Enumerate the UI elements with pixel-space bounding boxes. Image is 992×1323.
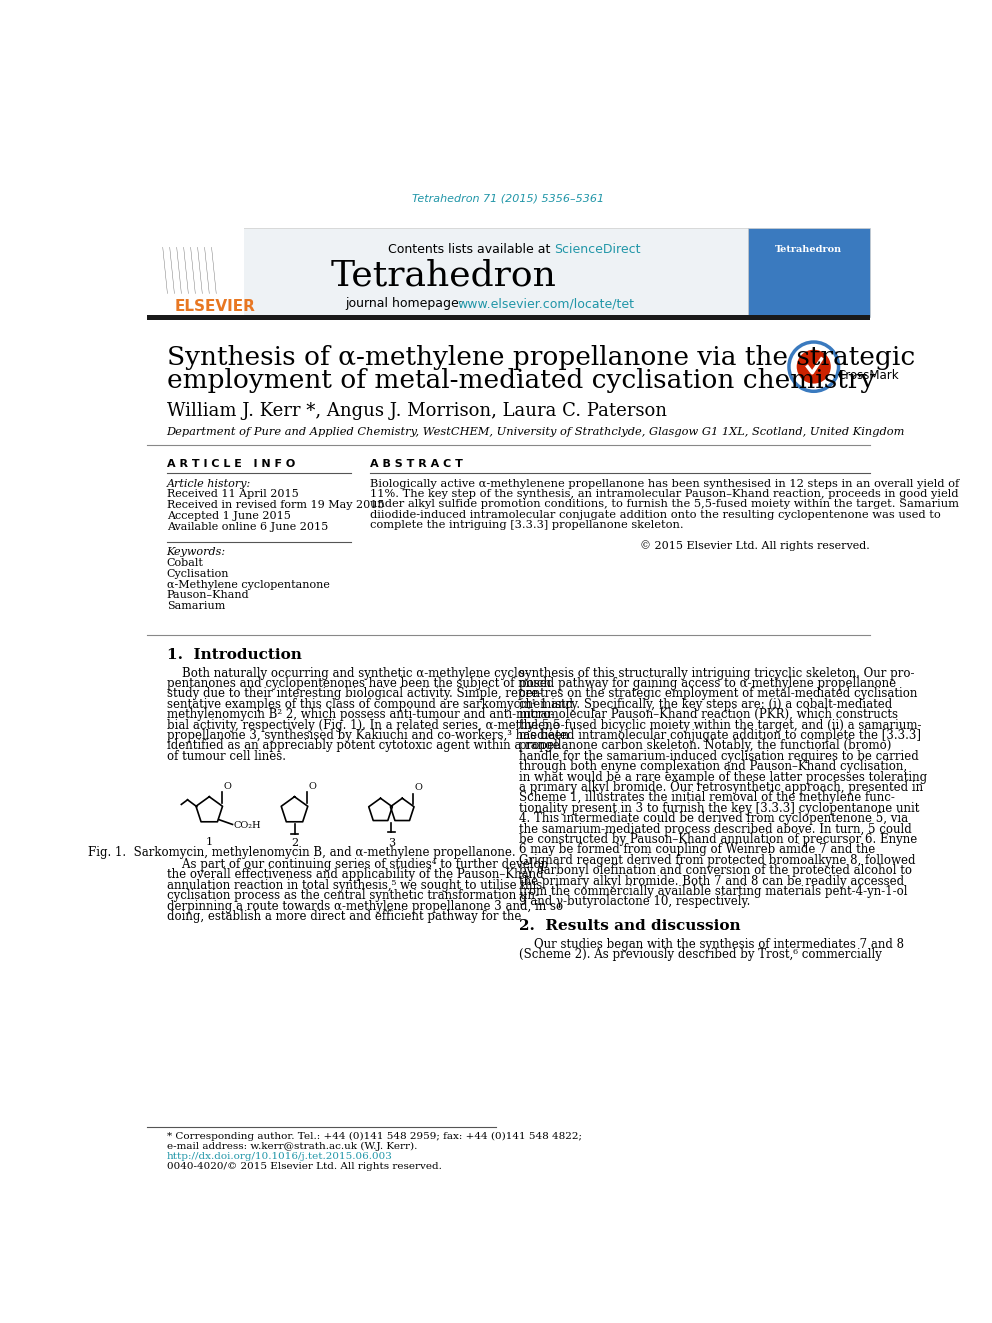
Text: Fig. 1.  Sarkomycin, methylenomycin B, and α-methylene propellanone.: Fig. 1. Sarkomycin, methylenomycin B, an… (88, 847, 516, 860)
Text: Accepted 1 June 2015: Accepted 1 June 2015 (167, 511, 291, 521)
Text: Received in revised form 19 May 2015: Received in revised form 19 May 2015 (167, 500, 384, 511)
Text: e-mail address: w.kerr@strath.ac.uk (W.J. Kerr).: e-mail address: w.kerr@strath.ac.uk (W.J… (167, 1142, 417, 1151)
Text: intramolecular Pauson–Khand reaction (PKR), which constructs: intramolecular Pauson–Khand reaction (PK… (519, 708, 898, 721)
Text: O: O (415, 783, 423, 792)
Text: Cyclisation: Cyclisation (167, 569, 229, 578)
Text: O: O (309, 782, 316, 791)
Text: journal homepage:: journal homepage: (345, 298, 467, 310)
Text: the samarium-mediated process described above. In turn, 5 could: the samarium-mediated process described … (519, 823, 912, 836)
Text: tionality present in 3 to furnish the key [3.3.3] cyclopentanone unit: tionality present in 3 to furnish the ke… (519, 802, 920, 815)
Text: Tetrahedron: Tetrahedron (775, 245, 842, 254)
Text: identified as an appreciably potent cytotoxic agent within a range: identified as an appreciably potent cyto… (167, 740, 559, 753)
Text: employment of metal-mediated cyclisation chemistry: employment of metal-mediated cyclisation… (167, 368, 875, 393)
Bar (147, 228, 244, 316)
Text: Contents lists available at: Contents lists available at (388, 243, 554, 257)
Text: in what would be a rare example of these latter processes tolerating: in what would be a rare example of these… (519, 770, 928, 783)
Text: doing, establish a more direct and efficient pathway for the: doing, establish a more direct and effic… (167, 910, 521, 923)
Text: * Corresponding author. Tel.: +44 (0)141 548 2959; fax: +44 (0)141 548 4822;: * Corresponding author. Tel.: +44 (0)141… (167, 1132, 581, 1142)
Text: Received 11 April 2015: Received 11 April 2015 (167, 490, 299, 500)
Text: synthesis of this structurally intriguing tricyclic skeleton. Our pro-: synthesis of this structurally intriguin… (519, 667, 915, 680)
Text: Department of Pure and Applied Chemistry, WestCHEM, University of Strathclyde, G: Department of Pure and Applied Chemistry… (167, 427, 905, 437)
Text: 1.  Introduction: 1. Introduction (167, 648, 302, 662)
Text: 9 and γ-butyrolactone 10, respectively.: 9 and γ-butyrolactone 10, respectively. (519, 896, 751, 909)
Text: 3: 3 (388, 839, 395, 848)
Text: A R T I C L E   I N F O: A R T I C L E I N F O (167, 459, 295, 468)
Text: mediated intramolecular conjugate addition to complete the [3.3.3]: mediated intramolecular conjugate additi… (519, 729, 922, 742)
Circle shape (789, 343, 838, 392)
Text: cyclisation process as the central synthetic transformation un-: cyclisation process as the central synth… (167, 889, 539, 902)
Text: sentative examples of this class of compound are sarkomycin¹ 1 and: sentative examples of this class of comp… (167, 697, 572, 710)
Text: Available online 6 June 2015: Available online 6 June 2015 (167, 521, 328, 532)
Text: Samarium: Samarium (167, 601, 225, 611)
Text: a primary alkyl bromide. Our retrosynthetic approach, presented in: a primary alkyl bromide. Our retrosynthe… (519, 781, 924, 794)
Text: CO₂H: CO₂H (233, 822, 261, 831)
Text: Tetrahedron 71 (2015) 5356–5361: Tetrahedron 71 (2015) 5356–5361 (413, 193, 604, 204)
Text: 2: 2 (291, 839, 298, 848)
Text: ScienceDirect: ScienceDirect (555, 243, 641, 257)
Bar (147, 228, 748, 316)
Text: 11%. The key step of the synthesis, an intramolecular Pauson–Khand reaction, pro: 11%. The key step of the synthesis, an i… (370, 490, 959, 499)
Text: www.elsevier.com/locate/tet: www.elsevier.com/locate/tet (457, 298, 634, 310)
Text: pentanones and cyclopentenones have been the subject of much: pentanones and cyclopentenones have been… (167, 677, 551, 691)
Text: William J. Kerr *, Angus J. Morrison, Laura C. Paterson: William J. Kerr *, Angus J. Morrison, La… (167, 402, 667, 421)
Text: centres on the strategic employment of metal-mediated cyclisation: centres on the strategic employment of m… (519, 688, 918, 700)
Text: α-Methylene cyclopentanone: α-Methylene cyclopentanone (167, 579, 329, 590)
Text: CrossMark: CrossMark (837, 369, 899, 382)
Text: by carbonyl olefination and conversion of the protected alcohol to: by carbonyl olefination and conversion o… (519, 864, 913, 877)
Text: ELSEVIER: ELSEVIER (175, 299, 255, 314)
Text: 2.  Results and discussion: 2. Results and discussion (519, 919, 741, 933)
Text: Grignard reagent derived from protected bromoalkyne 8, followed: Grignard reagent derived from protected … (519, 853, 916, 867)
Text: As part of our continuing series of studies⁴ to further develop: As part of our continuing series of stud… (167, 857, 548, 871)
Text: study due to their interesting biological activity. Simple, repre-: study due to their interesting biologica… (167, 688, 542, 700)
Text: of tumour cell lines.: of tumour cell lines. (167, 750, 286, 763)
Text: A B S T R A C T: A B S T R A C T (370, 459, 463, 468)
Circle shape (797, 349, 830, 384)
Text: http://dx.doi.org/10.1016/j.tet.2015.06.003: http://dx.doi.org/10.1016/j.tet.2015.06.… (167, 1152, 393, 1162)
Text: 0040-4020/© 2015 Elsevier Ltd. All rights reserved.: 0040-4020/© 2015 Elsevier Ltd. All right… (167, 1162, 441, 1171)
Text: the primary alkyl bromide. Both 7 and 8 can be readily accessed: the primary alkyl bromide. Both 7 and 8 … (519, 875, 905, 888)
Text: Biologically active α-methylenene propellanone has been synthesised in 12 steps : Biologically active α-methylenene propel… (370, 479, 959, 488)
Text: Cobalt: Cobalt (167, 558, 203, 568)
Text: Our studies began with the synthesis of intermediates 7 and 8: Our studies began with the synthesis of … (519, 938, 905, 951)
Text: Pauson–Khand: Pauson–Khand (167, 590, 249, 601)
Text: propellanone 3, synthesised by Kakiuchi and co-workers,³ has been: propellanone 3, synthesised by Kakiuchi … (167, 729, 568, 742)
Bar (147, 315, 870, 320)
Text: Article history:: Article history: (167, 479, 251, 488)
Text: 4. This intermediate could be derived from cyclopentenone 5, via: 4. This intermediate could be derived fr… (519, 812, 909, 826)
Text: be constructed by Pauson–Khand annulation of precursor 6. Enyne: be constructed by Pauson–Khand annulatio… (519, 833, 918, 845)
Text: Scheme 1, illustrates the initial removal of the methylene func-: Scheme 1, illustrates the initial remova… (519, 791, 895, 804)
Text: O: O (223, 782, 231, 791)
Text: annulation reaction in total synthesis,⁵ we sought to utilise this: annulation reaction in total synthesis,⁵… (167, 878, 542, 892)
Text: Both naturally occurring and synthetic α-methylene cyclo-: Both naturally occurring and synthetic α… (167, 667, 529, 680)
Text: from the commercially available starting materials pent-4-yn-1-ol: from the commercially available starting… (519, 885, 908, 898)
Text: (Scheme 2). As previously described by Trost,⁶ commercially: (Scheme 2). As previously described by T… (519, 949, 882, 962)
Text: through both enyne complexation and Pauson–Khand cyclisation,: through both enyne complexation and Paus… (519, 761, 908, 773)
Text: the overall effectiveness and applicability of the Pauson–Khand: the overall effectiveness and applicabil… (167, 868, 544, 881)
Text: bial activity, respectively (Fig. 1). In a related series, α-methylene: bial activity, respectively (Fig. 1). In… (167, 718, 559, 732)
Text: © 2015 Elsevier Ltd. All rights reserved.: © 2015 Elsevier Ltd. All rights reserved… (640, 541, 870, 552)
Text: methylenomycin B² 2, which possess anti-tumour and anti-micro-: methylenomycin B² 2, which possess anti-… (167, 708, 554, 721)
Text: 1: 1 (205, 836, 213, 847)
Bar (157, 246, 214, 296)
Text: Tetrahedron: Tetrahedron (330, 259, 557, 292)
Text: derpinning a route towards α-methylene propellanone 3 and, in so: derpinning a route towards α-methylene p… (167, 900, 562, 913)
Text: 6 may be formed from coupling of Weinreb amide 7 and the: 6 may be formed from coupling of Weinreb… (519, 843, 876, 856)
Text: Keywords:: Keywords: (167, 548, 226, 557)
Text: posed pathway for gaining access to α-methylene propellanone: posed pathway for gaining access to α-me… (519, 677, 897, 691)
Text: complete the intriguing [3.3.3] propellanone skeleton.: complete the intriguing [3.3.3] propella… (370, 520, 684, 531)
Text: the 5,5-fused bicyclic moiety within the target, and (ii) a samarium-: the 5,5-fused bicyclic moiety within the… (519, 718, 922, 732)
Text: Synthesis of α-methylene propellanone via the strategic: Synthesis of α-methylene propellanone vi… (167, 345, 915, 370)
Text: under alkyl sulfide promotion conditions, to furnish the 5,5-fused moiety within: under alkyl sulfide promotion conditions… (370, 500, 959, 509)
Text: chemistry. Specifically, the key steps are: (i) a cobalt-mediated: chemistry. Specifically, the key steps a… (519, 697, 893, 710)
Text: diiodide-induced intramolecular conjugate addition onto the resulting cyclopente: diiodide-induced intramolecular conjugat… (370, 509, 941, 520)
Text: propellanone carbon skeleton. Notably, the functional (bromo): propellanone carbon skeleton. Notably, t… (519, 740, 892, 753)
Bar (748, 228, 870, 316)
Text: handle for the samarium-induced cyclisation requires to be carried: handle for the samarium-induced cyclisat… (519, 750, 919, 763)
